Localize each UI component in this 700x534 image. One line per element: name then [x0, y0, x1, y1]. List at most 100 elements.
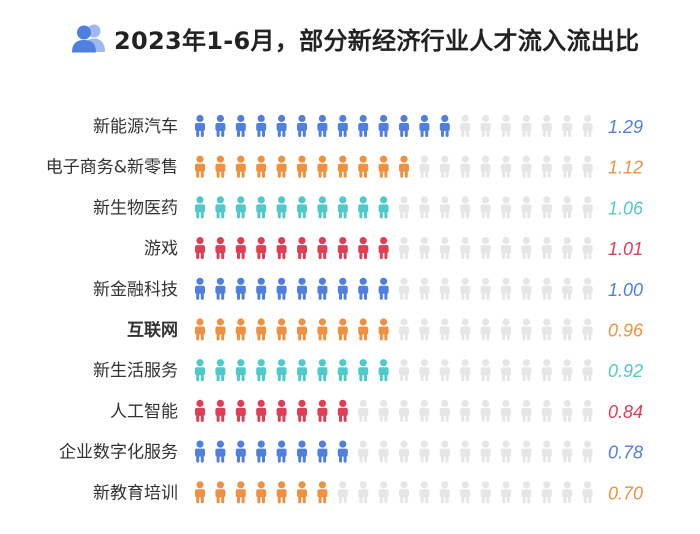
person-icon-filled: [256, 481, 267, 504]
person-icon-filled: [297, 155, 307, 178]
person-icon-filled: [215, 277, 226, 300]
person-icon-filled: [317, 318, 328, 341]
category-label: 新能源汽车: [93, 117, 178, 137]
value-label: 1.29: [608, 117, 643, 137]
person-icon-filled: [317, 277, 328, 300]
person-icon-empty: [460, 114, 471, 137]
category-label: 企业数字化服务: [59, 443, 178, 463]
person-icon-filled: [297, 318, 307, 341]
person-icon-empty: [562, 359, 573, 382]
category-label: 电子商务&新零售: [46, 158, 178, 178]
person-icon-filled: [195, 440, 205, 463]
person-icon-empty: [419, 318, 430, 341]
person-icon-filled: [297, 440, 307, 463]
person-icon-empty: [439, 440, 450, 463]
person-icon-filled: [235, 359, 246, 382]
person-icon-empty: [582, 155, 593, 178]
person-icon-filled: [215, 155, 226, 178]
person-icon-empty: [399, 318, 409, 341]
person-icon-empty: [501, 114, 511, 137]
person-icon-empty: [582, 481, 593, 504]
person-icon-filled: [276, 318, 287, 341]
value-label: 1.00: [608, 280, 643, 300]
person-icon-filled: [297, 359, 307, 382]
person-icon-empty: [439, 155, 450, 178]
person-icon-empty: [521, 196, 532, 219]
chart-title-block: 2023年1-6月，部分新经济行业人才流入流出比: [72, 18, 639, 58]
person-icon-empty: [582, 114, 593, 137]
person-icon-filled: [358, 318, 369, 341]
person-icon-empty: [501, 277, 511, 300]
person-icon-filled: [195, 196, 205, 219]
person-icon-filled: [399, 155, 409, 178]
chart-row: 新生活服务 0.92: [93, 359, 643, 382]
person-icon-filled: [297, 277, 307, 300]
person-icon-empty: [521, 399, 532, 422]
chart-row: 企业数字化服务 0.78: [59, 440, 643, 463]
person-icon-filled: [235, 114, 246, 137]
person-icon-empty: [419, 277, 430, 300]
person-icon-empty: [337, 481, 348, 504]
person-icon-filled: [337, 237, 348, 260]
person-icon-empty: [460, 237, 471, 260]
person-icon-filled: [297, 114, 307, 137]
person-icon-empty: [521, 114, 532, 137]
person-icon-empty: [562, 399, 573, 422]
person-icon-empty: [460, 155, 471, 178]
person-icon-filled: [235, 277, 246, 300]
person-icon-filled: [378, 359, 389, 382]
person-icon-empty: [562, 481, 573, 504]
person-icon-empty: [562, 277, 573, 300]
person-icon-empty: [480, 114, 491, 137]
person-icon-empty: [541, 196, 552, 219]
person-icon-filled: [378, 277, 389, 300]
person-icon-filled: [235, 237, 246, 260]
category-label: 人工智能: [110, 402, 178, 422]
value-label: 0.70: [608, 483, 643, 503]
person-icon-empty: [480, 277, 491, 300]
chart-row: 新金融科技 1.00: [93, 277, 643, 300]
person-icon-empty: [460, 318, 471, 341]
person-icon-filled: [317, 359, 328, 382]
value-label: 1.12: [608, 158, 643, 178]
person-icon-empty: [501, 440, 511, 463]
person-icon-filled: [337, 196, 348, 219]
person-icon-empty: [419, 237, 430, 260]
chart-row: 新能源汽车 1.29: [93, 114, 643, 137]
person-icon-empty: [399, 359, 409, 382]
person-icon-filled: [337, 359, 348, 382]
person-icon-empty: [582, 399, 593, 422]
person-icon-empty: [521, 277, 532, 300]
chart-row: 人工智能 0.84: [110, 399, 643, 422]
person-icon-filled: [358, 196, 369, 219]
value-label: 0.96: [608, 321, 644, 341]
value-label: 0.78: [608, 443, 643, 463]
person-icon-filled: [195, 237, 205, 260]
person-icon-filled: [195, 318, 205, 341]
person-icon-empty: [439, 318, 450, 341]
person-icon-empty: [480, 155, 491, 178]
person-icon-filled: [276, 399, 287, 422]
person-icon-filled: [256, 237, 267, 260]
person-icon-empty: [480, 399, 491, 422]
person-icon-filled: [399, 114, 409, 137]
person-icon-empty: [541, 318, 552, 341]
person-icon-empty: [460, 359, 471, 382]
person-icon-empty: [562, 237, 573, 260]
person-icon-empty: [399, 481, 409, 504]
person-icon-filled: [235, 196, 246, 219]
person-icon-empty: [582, 359, 593, 382]
person-icon-empty: [501, 155, 511, 178]
person-icon-filled: [215, 440, 226, 463]
person-icon-filled: [317, 399, 328, 422]
person-icon-empty: [358, 399, 369, 422]
person-icon-empty: [480, 481, 491, 504]
person-icon-empty: [521, 318, 532, 341]
person-icon-empty: [541, 114, 552, 137]
person-icon-empty: [439, 237, 450, 260]
person-icon-filled: [256, 318, 267, 341]
chart-row: 新生物医药 1.06: [93, 196, 644, 219]
person-icon-filled: [378, 196, 389, 219]
category-label: 新生活服务: [93, 361, 178, 381]
